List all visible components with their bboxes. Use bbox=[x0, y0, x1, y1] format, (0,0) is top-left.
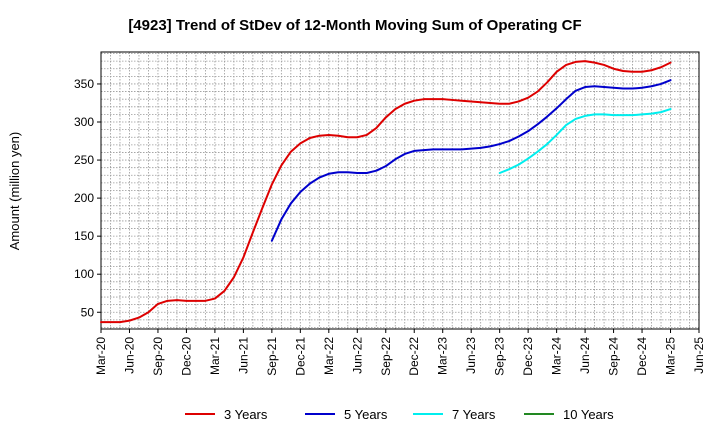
legend-label-5-years: 5 Years bbox=[344, 407, 388, 422]
x-tick-label: Dec-24 bbox=[635, 337, 649, 376]
x-tick-label: Dec-20 bbox=[179, 337, 193, 376]
legend-label-7-years: 7 Years bbox=[452, 407, 496, 422]
series-lines bbox=[100, 60, 672, 324]
x-tick-label: Mar-23 bbox=[436, 337, 450, 375]
x-tick-label: Jun-23 bbox=[464, 337, 478, 374]
y-axis-label: Amount (million yen) bbox=[7, 132, 22, 251]
series-line-3-years bbox=[100, 60, 672, 324]
y-tick-label: 300 bbox=[74, 115, 94, 129]
y-tick-label: 250 bbox=[74, 153, 94, 167]
x-tick-label: Dec-21 bbox=[293, 337, 307, 376]
y-tick-label: 100 bbox=[74, 267, 94, 281]
x-tick-label: Sep-21 bbox=[265, 337, 279, 376]
x-tick-label: Jun-22 bbox=[350, 337, 364, 374]
x-tick-label: Sep-20 bbox=[151, 337, 165, 376]
x-tick-label: Dec-23 bbox=[521, 337, 535, 376]
x-tick-label: Sep-22 bbox=[379, 337, 393, 376]
x-tick-label: Jun-25 bbox=[692, 337, 706, 374]
legend-label-10-years: 10 Years bbox=[563, 407, 614, 422]
x-tick-label: Sep-24 bbox=[607, 337, 621, 376]
series-line-5-years bbox=[270, 79, 672, 242]
x-tick-label: Jun-24 bbox=[578, 337, 592, 374]
x-tick-label: Mar-21 bbox=[208, 337, 222, 375]
grid bbox=[101, 52, 699, 329]
y-tick-label: 50 bbox=[81, 305, 95, 319]
x-axis-ticks: Mar-20 Jun-20 Sep-20 Dec-20 Mar-21 Jun-21 Sep-… bbox=[94, 329, 706, 376]
x-tick-label: Mar-25 bbox=[664, 337, 678, 375]
legend: 3 Years 5 Years 7 Years 10 Years bbox=[185, 407, 614, 422]
plot-frame bbox=[100, 51, 700, 330]
y-tick-label: 150 bbox=[74, 229, 94, 243]
x-tick-label: Jun-21 bbox=[236, 337, 250, 374]
x-tick-label: Sep-23 bbox=[493, 337, 507, 376]
x-tick-label: Mar-22 bbox=[322, 337, 336, 375]
chart-title: [4923] Trend of StDev of 12-Month Moving… bbox=[128, 17, 581, 34]
series-line-7-years bbox=[498, 108, 672, 174]
y-tick-label: 200 bbox=[74, 191, 94, 205]
legend-label-3-years: 3 Years bbox=[224, 407, 268, 422]
x-tick-label: Mar-20 bbox=[94, 337, 108, 375]
y-axis-ticks: 50 100 150 200 250 300 350 bbox=[74, 77, 101, 319]
plot-area bbox=[100, 51, 700, 330]
x-tick-label: Dec-22 bbox=[407, 337, 421, 376]
y-tick-label: 350 bbox=[74, 77, 94, 91]
x-tick-label: Mar-24 bbox=[550, 337, 564, 375]
x-tick-label: Jun-20 bbox=[122, 337, 136, 374]
